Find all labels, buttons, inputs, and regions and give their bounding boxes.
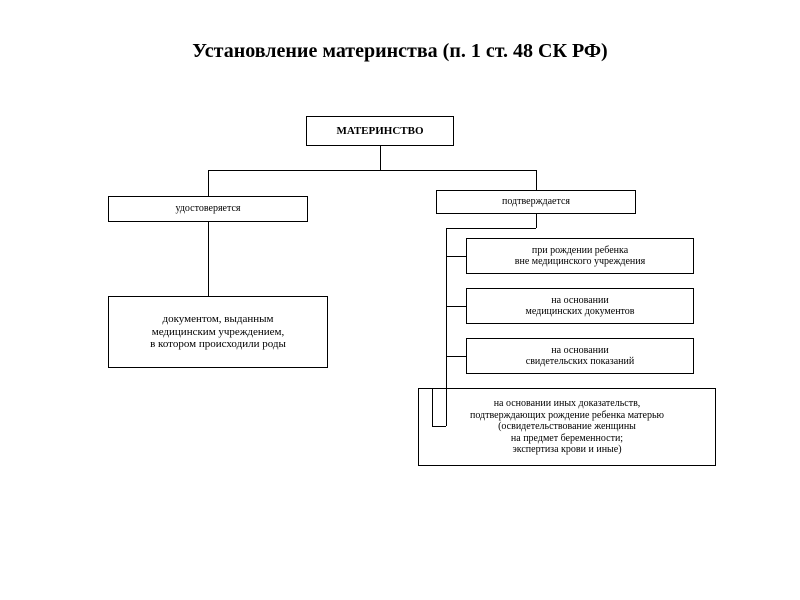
node-root: МАТЕРИНСТВО (306, 116, 454, 146)
node-r2: на основаниимедицинских документов (466, 288, 694, 324)
edge-r3-branch (446, 356, 466, 357)
node-left-body: документом, выданныммедицинским учрежден… (108, 296, 328, 368)
edge-r4-branch-v (432, 388, 433, 426)
edge-to-left-hd (208, 170, 209, 196)
edge-top-h (208, 170, 536, 171)
edge-left-hd-dn (208, 222, 209, 296)
node-r3: на основаниисвидетельских показаний (466, 338, 694, 374)
edge-root-drop (380, 146, 381, 170)
edge-r1-branch (446, 256, 466, 257)
page-title: Установление материнства (п. 1 ст. 48 СК… (100, 40, 700, 63)
edge-r-spine-h (446, 228, 536, 229)
diagram-canvas: Установление материнства (п. 1 ст. 48 СК… (0, 0, 800, 600)
edge-rhd-drop (536, 214, 537, 228)
edge-r4-branch-h (432, 426, 446, 427)
node-r4: на основании иных доказательств,подтверж… (418, 388, 716, 466)
edge-r-spine-v (446, 228, 447, 426)
node-right-head: подтверждается (436, 190, 636, 214)
node-left-head: удостоверяется (108, 196, 308, 222)
edge-r2-branch (446, 306, 466, 307)
node-r1: при рождении ребенкавне медицинского учр… (466, 238, 694, 274)
edge-to-right-hd (536, 170, 537, 190)
